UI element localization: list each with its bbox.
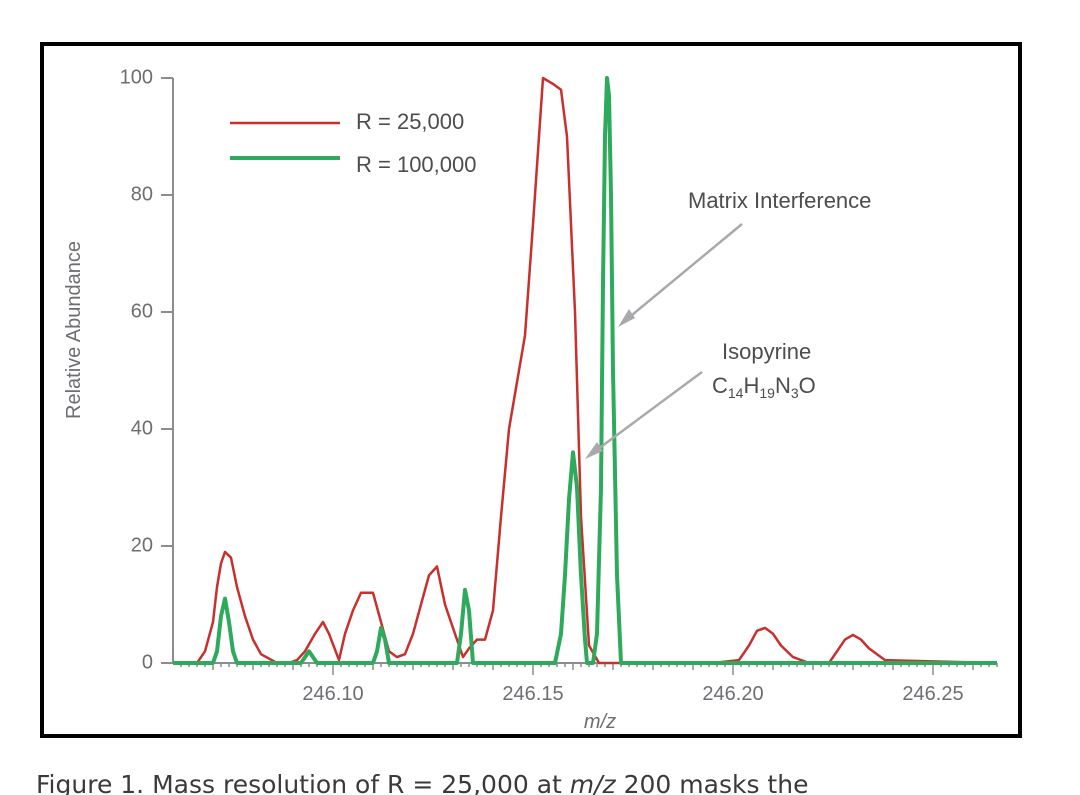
formula-h-sub: 19	[759, 385, 775, 401]
caption-prefix: Figure 1. Mass resolution of R = 25,000 …	[36, 770, 570, 795]
formula-n: N	[775, 373, 791, 398]
annotation-formula: C14H19N3O	[712, 373, 816, 401]
x-tick-label: 246.10	[302, 683, 363, 705]
formula-o: O	[799, 373, 816, 398]
legend: R = 25,000 R = 100,000	[230, 109, 476, 177]
x-axis-label: m/z	[584, 711, 616, 733]
caption-suffix: 200 masks the	[615, 770, 809, 795]
y-tick-label: 80	[131, 183, 153, 205]
legend-label-r100000: R = 100,000	[356, 152, 476, 177]
y-tick-label: 20	[131, 534, 153, 556]
figure-caption: Figure 1. Mass resolution of R = 25,000 …	[36, 770, 808, 795]
x-tick-label: 246.25	[902, 683, 963, 705]
y-tick-label: 0	[142, 651, 153, 673]
figure-frame	[40, 42, 1022, 738]
annotation-isopyrine-arrow	[593, 370, 703, 454]
series-layer	[173, 76, 998, 665]
annotation-isopyrine-arrowhead	[585, 442, 603, 459]
y-tick-label: 40	[131, 417, 153, 439]
x-tick-label: 246.20	[702, 683, 763, 705]
caption-italic: m/z	[569, 770, 616, 795]
formula-h: H	[743, 373, 759, 398]
annotation-matrix-arrow	[625, 223, 743, 321]
y-tick-label: 60	[131, 300, 153, 322]
legend-label-r25000: R = 25,000	[356, 109, 464, 134]
series-line-r25000	[173, 76, 998, 665]
annotation-matrix-interference: Matrix Interference	[688, 188, 871, 213]
annotations: Matrix Interference Isopyrine C14H19N3O	[585, 188, 871, 459]
formula-c-sub: 14	[728, 385, 744, 401]
formula-n-sub: 3	[791, 385, 799, 401]
annotation-matrix-arrowhead	[618, 309, 635, 327]
x-tick-label: 246.15	[502, 683, 563, 705]
series-line-r100000	[173, 76, 997, 665]
annotation-isopyrine: Isopyrine	[722, 339, 811, 364]
y-axis-label: Relative Abundance	[63, 241, 85, 419]
formula-c: C	[712, 373, 728, 398]
y-tick-label: 100	[120, 66, 153, 88]
axes: 0 20 40 60 80 100 246.10 246.15 246.20 246.25	[120, 66, 998, 705]
